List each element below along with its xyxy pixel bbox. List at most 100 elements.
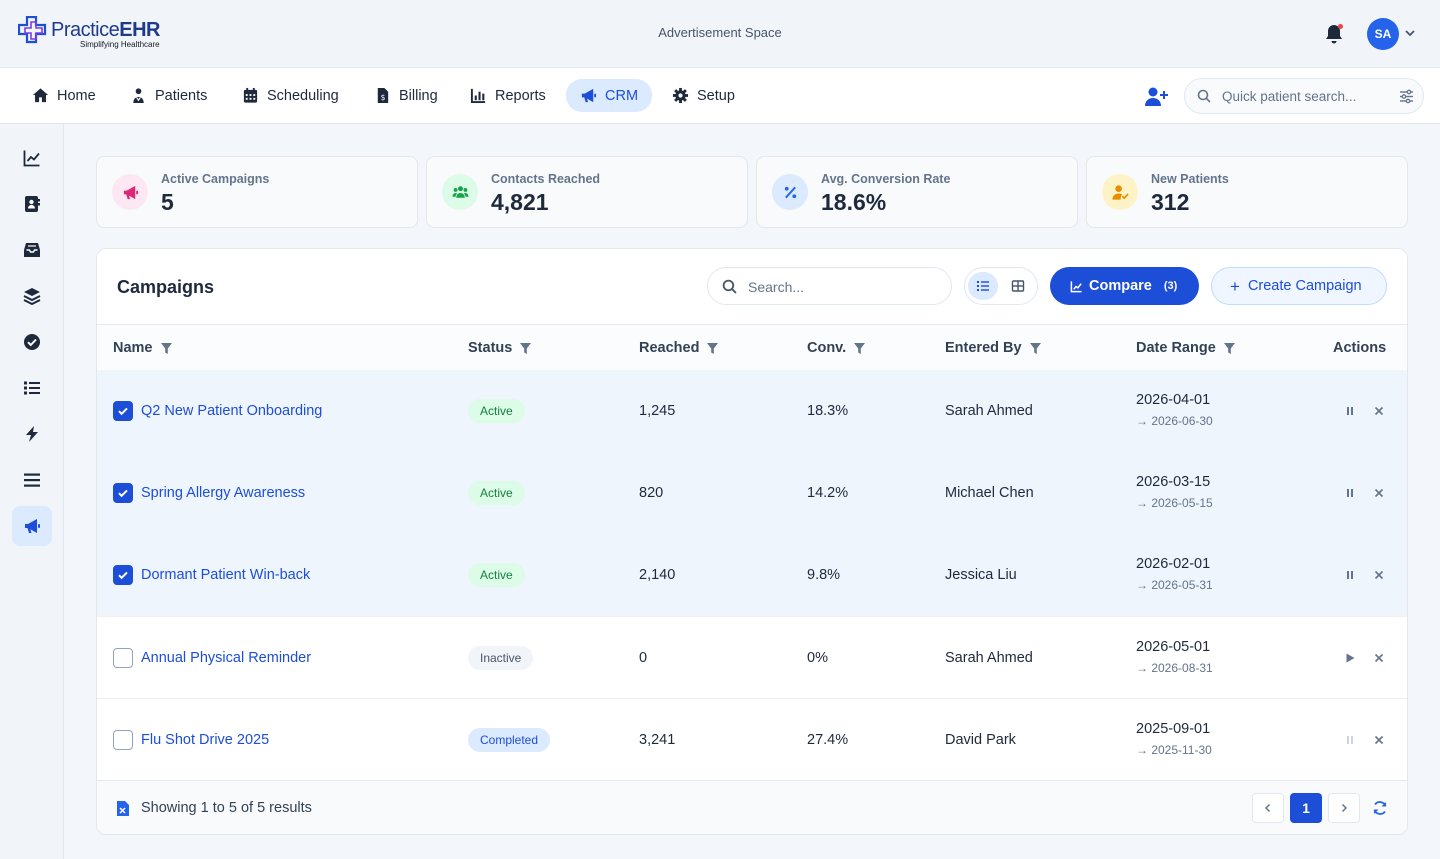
- table-row[interactable]: Annual Physical Reminder Inactive 0 0% S…: [97, 616, 1407, 698]
- date-end: → 2026-08-31: [1136, 661, 1213, 675]
- nav-home[interactable]: Home: [18, 79, 110, 112]
- reached-value: 0: [639, 650, 648, 666]
- nav-crm-label: CRM: [605, 87, 639, 104]
- sidebar-item-analytics[interactable]: [12, 138, 52, 178]
- campaign-name-link[interactable]: Q2 New Patient Onboarding: [141, 403, 323, 419]
- megaphone-icon: [123, 185, 138, 199]
- col-actions-label: Actions: [1333, 340, 1387, 356]
- col-date-range[interactable]: Date Range: [1136, 340, 1235, 356]
- campaign-name-link[interactable]: Flu Shot Drive 2025: [141, 732, 270, 748]
- calendar-icon: [243, 87, 258, 103]
- sidebar-item-layers[interactable]: [12, 276, 52, 316]
- close-icon[interactable]: [1372, 486, 1386, 500]
- compare-button[interactable]: Compare (3): [1050, 267, 1199, 305]
- stat-new-patients: New Patients 312: [1086, 156, 1408, 228]
- filter-icon[interactable]: [1223, 342, 1235, 354]
- results-summary: Showing 1 to 5 of 5 results: [141, 800, 312, 816]
- col-name[interactable]: Name: [113, 340, 172, 356]
- table-row[interactable]: Dormant Patient Win-back Active 2,140 9.…: [97, 534, 1407, 616]
- row-checkbox[interactable]: [113, 565, 133, 585]
- sidebar-item-campaigns[interactable]: [12, 506, 52, 546]
- pause-icon[interactable]: [1343, 568, 1357, 582]
- quick-search-placeholder: Quick patient search...: [1222, 89, 1357, 104]
- col-name-label: Name: [113, 340, 153, 356]
- quick-patient-search[interactable]: Quick patient search...: [1184, 78, 1424, 114]
- close-icon[interactable]: [1372, 651, 1386, 665]
- nav-patients[interactable]: Patients: [116, 79, 221, 112]
- nav-billing[interactable]: $ Billing: [360, 79, 452, 112]
- sidebar-item-menu[interactable]: [12, 460, 52, 500]
- col-conv[interactable]: Conv.: [807, 340, 866, 356]
- status-badge: Active: [468, 399, 525, 423]
- nav-crm[interactable]: CRM: [566, 79, 653, 112]
- filter-icon[interactable]: [160, 342, 172, 354]
- check-icon: [118, 407, 128, 416]
- date-end: → 2025-11-30: [1136, 743, 1212, 757]
- grid-view-button[interactable]: [1003, 272, 1033, 300]
- users-icon: [451, 185, 469, 198]
- row-checkbox[interactable]: [113, 648, 133, 668]
- stat-value: 5: [161, 189, 174, 215]
- sidebar-item-inbox[interactable]: [12, 230, 52, 270]
- filter-icon[interactable]: [1029, 342, 1041, 354]
- row-checkbox[interactable]: [113, 483, 133, 503]
- chevron-down-icon[interactable]: [1404, 27, 1416, 39]
- percent-icon: [784, 186, 796, 198]
- stat-value: 18.6%: [821, 189, 887, 215]
- col-entered-by[interactable]: Entered By: [945, 340, 1041, 356]
- compare-label: Compare: [1089, 278, 1152, 294]
- table-header: Name Status Reached Conv. Entered By Dat…: [97, 324, 1407, 370]
- brand-logo[interactable]: PracticeEHR Simplifying Healthcare: [18, 16, 168, 52]
- col-reached[interactable]: Reached: [639, 340, 719, 356]
- next-page-button[interactable]: [1328, 793, 1360, 823]
- check-icon: [118, 489, 128, 498]
- campaign-search-input[interactable]: Search...: [707, 267, 952, 305]
- sidebar-item-automation[interactable]: [12, 414, 52, 454]
- date-start: 2026-02-01: [1136, 556, 1211, 572]
- close-icon[interactable]: [1372, 733, 1386, 747]
- table-row[interactable]: Q2 New Patient Onboarding Active 1,245 1…: [97, 370, 1407, 452]
- filter-icon[interactable]: [707, 342, 719, 354]
- sliders-icon[interactable]: [1399, 89, 1414, 104]
- table-row[interactable]: Flu Shot Drive 2025 Completed 3,241 27.4…: [97, 698, 1407, 780]
- filter-icon[interactable]: [854, 342, 866, 354]
- sidebar-item-tasks[interactable]: [12, 322, 52, 362]
- page-button-current[interactable]: 1: [1290, 793, 1322, 823]
- nav-reports[interactable]: Reports: [456, 79, 560, 112]
- compare-count: (3): [1163, 280, 1178, 292]
- pause-icon[interactable]: [1343, 404, 1357, 418]
- col-status[interactable]: Status: [468, 340, 532, 356]
- list-view-button[interactable]: [968, 272, 998, 300]
- row-checkbox[interactable]: [113, 730, 133, 750]
- table-row[interactable]: Spring Allergy Awareness Active 820 14.2…: [97, 452, 1407, 534]
- top-bar: PracticeEHR Simplifying Healthcare Adver…: [0, 0, 1440, 68]
- nav-setup[interactable]: Setup: [658, 79, 749, 112]
- campaign-name-link[interactable]: Dormant Patient Win-back: [141, 567, 311, 583]
- row-checkbox[interactable]: [113, 401, 133, 421]
- advertisement-space: Advertisement Space: [658, 25, 782, 40]
- nav-scheduling[interactable]: Scheduling: [228, 79, 353, 112]
- nav-patients-label: Patients: [155, 87, 208, 104]
- sidebar-item-lists[interactable]: [12, 368, 52, 408]
- patient-icon: [133, 88, 144, 104]
- user-avatar[interactable]: SA: [1367, 18, 1399, 50]
- close-icon[interactable]: [1372, 568, 1386, 582]
- nav-home-label: Home: [57, 87, 96, 104]
- sidebar-item-contacts[interactable]: [12, 184, 52, 224]
- close-icon[interactable]: [1372, 404, 1386, 418]
- chevron-right-icon: [1341, 803, 1348, 813]
- pause-icon[interactable]: [1343, 486, 1357, 500]
- contact-book-icon: [25, 196, 40, 212]
- refresh-icon[interactable]: [1372, 800, 1388, 816]
- campaign-name-link[interactable]: Annual Physical Reminder: [141, 650, 312, 666]
- play-icon[interactable]: [1343, 651, 1357, 665]
- invoice-icon: $: [377, 87, 389, 104]
- prev-page-button[interactable]: [1252, 793, 1284, 823]
- campaign-name-link[interactable]: Spring Allergy Awareness: [141, 485, 306, 501]
- excel-export-icon[interactable]: [116, 800, 130, 817]
- filter-icon[interactable]: [520, 342, 532, 354]
- create-campaign-label: Create Campaign: [1247, 278, 1362, 294]
- create-campaign-button[interactable]: + Create Campaign: [1211, 267, 1387, 305]
- add-user-icon[interactable]: [1144, 86, 1168, 108]
- entered-by-value: Sarah Ahmed: [945, 650, 1033, 666]
